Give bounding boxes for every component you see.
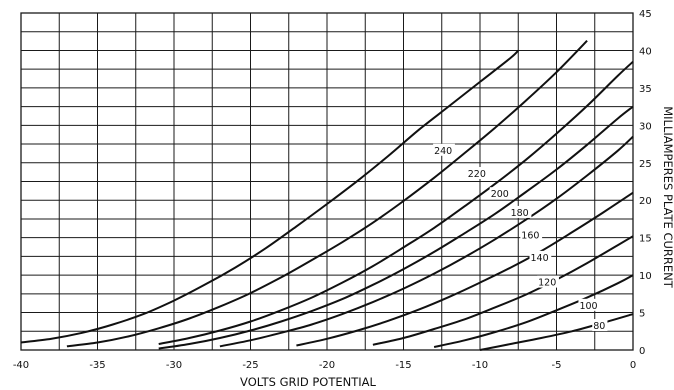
curve-label-background [529,250,552,263]
series-line-120 [372,235,634,346]
x-tick-label: -40 [13,360,29,371]
y-tick-label: 30 [639,121,652,132]
curve-label-background [509,205,532,218]
curve-label-80: 80 [593,321,605,332]
y-tick-label: 35 [639,84,652,95]
x-axis-title: VOLTS GRID POTENTIAL [240,375,376,389]
tick-labels: -40 -35 -30 -25 -20 -15 -10 -5 00 5 10 15 20 25 30 35 40… [13,9,652,371]
curve-label-220: 220 [468,169,486,180]
x-tick-label: -15 [395,360,411,371]
curves [20,40,634,351]
y-tick-label: 40 [639,46,652,57]
series-line-140 [296,191,634,347]
series-line-240 [20,49,520,344]
curve-label-background [537,275,559,288]
curve-label-background [592,319,608,332]
curve-label-180: 180 [511,208,529,219]
curve-label-140: 140 [530,253,548,264]
plot-frame [20,12,634,351]
x-tick-label: -35 [89,360,105,371]
curve-label-background [466,167,489,180]
y-tick-label: 15 [639,234,652,245]
curve-label-background [433,143,455,156]
series-line-200 [158,60,634,345]
y-tick-label: 25 [639,159,652,170]
series-line-220 [66,40,588,348]
series-line-180 [158,105,634,350]
y-tick-label: 10 [639,271,652,282]
y-tick-label: 20 [639,196,652,207]
curve-label-background [578,298,601,311]
curve-label-background [489,187,512,200]
y-axis-title: MILLIAMPERES PLATE CURRENT [661,106,674,289]
series-line-100 [433,274,634,348]
series-line-160 [219,135,634,348]
x-tick-label: -20 [319,360,335,371]
y-tick-label: 0 [639,346,645,357]
y-tick-label: 45 [639,9,652,20]
curve-label-background [520,228,543,241]
x-tick-label: -5 [552,360,562,371]
y-tick-label: 5 [639,309,645,320]
x-tick-label: -30 [166,360,182,371]
curve-label-160: 160 [521,230,539,241]
x-tick-label: -10 [472,360,488,371]
x-tick-label: -25 [242,360,258,371]
curve-label-200: 200 [491,189,509,200]
curve-label-240: 240 [434,146,452,157]
curve-label-120: 120 [538,278,556,289]
curve-label-100: 100 [579,301,597,312]
x-tick-label: 0 [630,360,636,371]
